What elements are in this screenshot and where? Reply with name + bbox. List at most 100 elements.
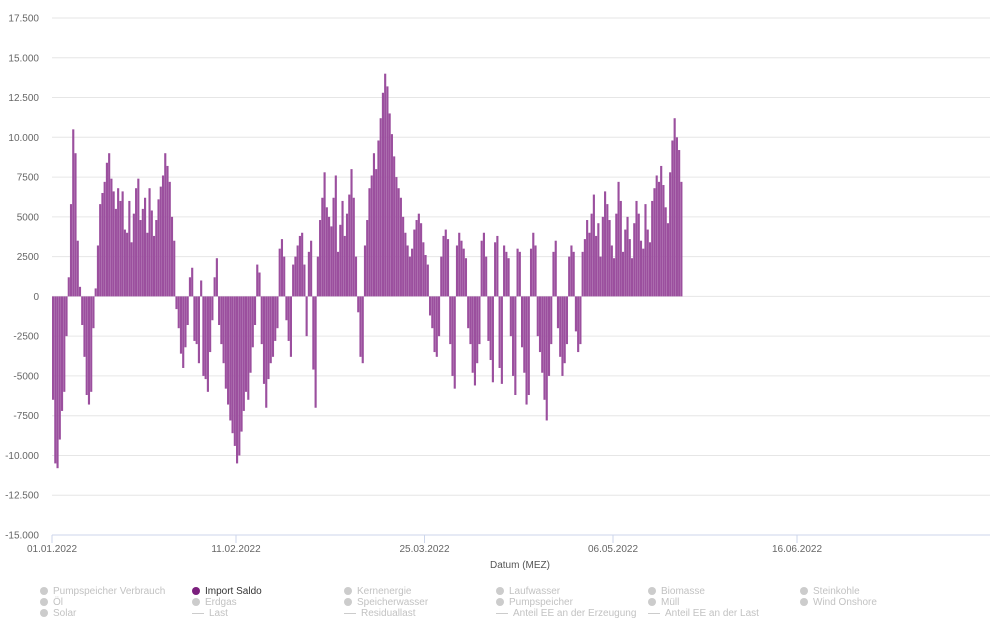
import-saldo-bar[interactable] [218, 296, 221, 326]
import-saldo-bar[interactable] [655, 175, 658, 297]
import-saldo-bar[interactable] [478, 296, 481, 345]
import-saldo-bar[interactable] [182, 296, 185, 368]
import-saldo-bar[interactable] [476, 296, 479, 364]
import-saldo-bar[interactable] [336, 251, 340, 297]
import-saldo-bar[interactable] [422, 242, 425, 297]
legend-item[interactable]: Residuallast [344, 608, 415, 619]
import-saldo-bar[interactable] [464, 258, 468, 297]
import-saldo-bar[interactable] [67, 277, 70, 297]
import-saldo-bar[interactable] [164, 153, 167, 297]
import-saldo-bar[interactable] [417, 213, 420, 297]
import-saldo-bar[interactable] [298, 235, 301, 297]
import-saldo-bar[interactable] [119, 200, 122, 297]
import-saldo-bar[interactable] [610, 245, 613, 297]
import-saldo-bar[interactable] [653, 188, 656, 297]
import-saldo-bar[interactable] [527, 296, 530, 396]
import-saldo-bar[interactable] [112, 191, 115, 297]
import-saldo-bar[interactable] [415, 220, 418, 297]
import-saldo-bar[interactable] [222, 296, 225, 364]
import-saldo-bar[interactable] [525, 296, 528, 405]
import-saldo-bar[interactable] [669, 172, 672, 297]
import-saldo-bar[interactable] [543, 296, 546, 400]
import-saldo-bar[interactable] [305, 296, 308, 337]
import-saldo-bar[interactable] [184, 296, 187, 348]
import-saldo-bar[interactable] [509, 296, 512, 337]
import-saldo-bar[interactable] [141, 208, 144, 297]
import-saldo-bar[interactable] [139, 220, 142, 297]
import-saldo-bar[interactable] [471, 296, 474, 373]
legend-item[interactable]: Kernenergie [344, 586, 411, 597]
import-saldo-bar[interactable] [236, 296, 239, 464]
import-saldo-bar[interactable] [377, 140, 380, 297]
import-saldo-bar[interactable] [644, 204, 647, 297]
import-saldo-bar[interactable] [678, 150, 681, 297]
import-saldo-series[interactable] [52, 73, 683, 469]
import-saldo-bar[interactable] [545, 296, 548, 421]
import-saldo-bar[interactable] [260, 296, 263, 345]
import-saldo-bar[interactable] [345, 213, 349, 297]
import-saldo-bar[interactable] [310, 240, 313, 297]
import-saldo-bar[interactable] [319, 220, 322, 297]
import-saldo-bar[interactable] [646, 229, 649, 297]
import-saldo-bar[interactable] [507, 258, 510, 297]
import-saldo-bar[interactable] [175, 296, 178, 310]
import-saldo-bar[interactable] [583, 239, 586, 297]
import-saldo-bar[interactable] [354, 256, 358, 297]
import-saldo-bar[interactable] [161, 175, 165, 297]
import-saldo-bar[interactable] [253, 296, 257, 326]
import-saldo-bar[interactable] [402, 216, 405, 297]
import-saldo-bar[interactable] [462, 248, 465, 297]
import-saldo-bar[interactable] [150, 210, 153, 297]
import-saldo-bar[interactable] [65, 296, 68, 337]
import-saldo-bar[interactable] [379, 118, 382, 297]
import-saldo-bar[interactable] [393, 156, 396, 297]
import-saldo-bar[interactable] [547, 296, 551, 376]
import-saldo-bar[interactable] [69, 204, 73, 297]
import-saldo-bar[interactable] [512, 296, 515, 376]
import-saldo-bar[interactable] [642, 248, 645, 297]
import-saldo-bar[interactable] [671, 140, 674, 297]
legend-item[interactable]: Wind Onshore [800, 597, 877, 608]
import-saldo-bar[interactable] [146, 232, 149, 297]
import-saldo-bar[interactable] [630, 258, 634, 297]
import-saldo-bar[interactable] [188, 277, 192, 297]
import-saldo-bar[interactable] [258, 272, 261, 297]
import-saldo-bar[interactable] [615, 213, 618, 297]
import-saldo-bar[interactable] [680, 181, 683, 297]
import-saldo-bar[interactable] [60, 296, 64, 411]
import-saldo-bar[interactable] [303, 264, 306, 297]
import-saldo-bar[interactable] [323, 172, 326, 297]
import-saldo-bar[interactable] [117, 188, 120, 297]
import-saldo-bar[interactable] [384, 73, 387, 297]
import-saldo-bar[interactable] [78, 286, 82, 297]
import-saldo-bar[interactable] [500, 296, 503, 384]
legend-item[interactable]: Import Saldo [192, 586, 262, 597]
import-saldo-bar[interactable] [496, 235, 499, 297]
legend-item[interactable]: Steinkohle [800, 586, 860, 597]
import-saldo-bar[interactable] [352, 197, 355, 297]
import-saldo-bar[interactable] [200, 280, 203, 297]
import-saldo-bar[interactable] [128, 200, 131, 297]
import-saldo-bar[interactable] [563, 296, 566, 364]
import-saldo-bar[interactable] [202, 296, 205, 376]
import-saldo-bar[interactable] [74, 153, 77, 297]
import-saldo-bar[interactable] [561, 296, 564, 376]
import-saldo-bar[interactable] [90, 296, 93, 392]
import-saldo-bar[interactable] [455, 245, 459, 297]
import-saldo-bar[interactable] [381, 92, 385, 297]
import-saldo-bar[interactable] [204, 296, 207, 380]
import-saldo-bar[interactable] [85, 296, 88, 396]
import-saldo-bar[interactable] [233, 296, 236, 446]
import-saldo-bar[interactable] [505, 251, 508, 297]
import-saldo-bar[interactable] [363, 245, 367, 297]
import-saldo-bar[interactable] [444, 229, 447, 297]
legend-item[interactable]: Anteil EE an der Erzeugung [496, 608, 636, 619]
import-saldo-bar[interactable] [626, 216, 629, 297]
import-saldo-bar[interactable] [168, 181, 171, 297]
import-saldo-bar[interactable] [152, 235, 156, 297]
import-saldo-bar[interactable] [339, 224, 342, 297]
import-saldo-bar[interactable] [673, 118, 676, 297]
legend-item[interactable]: Speicherwasser [344, 597, 428, 608]
import-saldo-bar[interactable] [442, 235, 445, 297]
import-saldo-bar[interactable] [307, 251, 310, 297]
